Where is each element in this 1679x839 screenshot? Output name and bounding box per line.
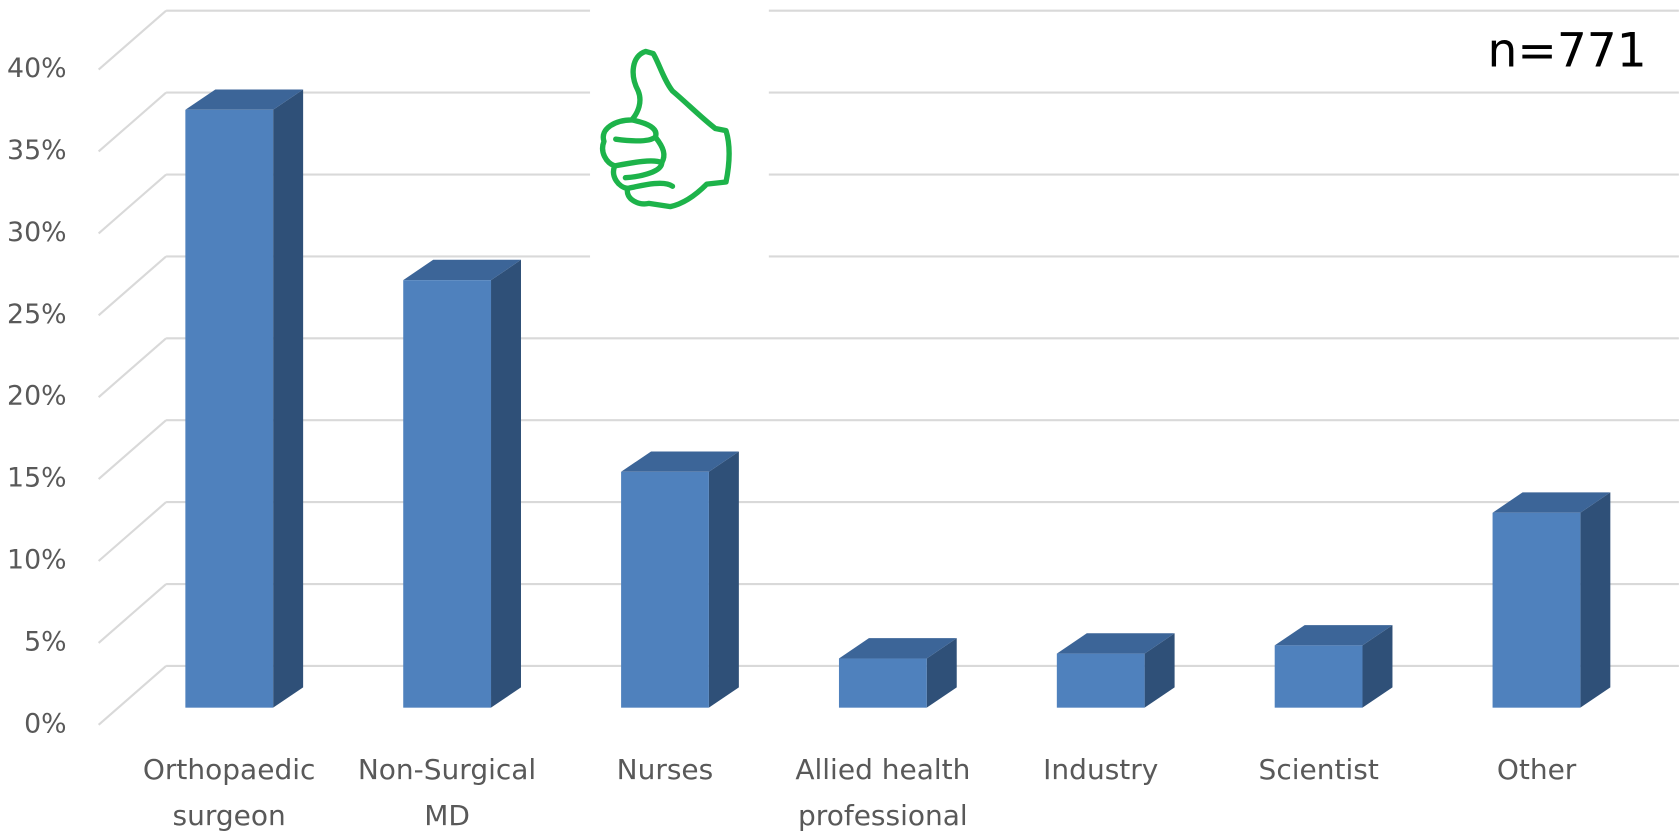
x-tick-label: Industry [1043, 753, 1159, 787]
grid-line-side [97, 419, 167, 480]
bar-top [1274, 625, 1393, 646]
bar [621, 471, 709, 708]
y-tick-label: 15% [7, 463, 66, 494]
bar-side [1580, 492, 1611, 708]
x-tick-label: Other [1496, 753, 1577, 787]
bar-side [1144, 633, 1175, 708]
grid-line-side [97, 9, 167, 71]
bar [1492, 512, 1581, 708]
bar [403, 280, 492, 708]
bar [1274, 645, 1363, 708]
x-tick-label: Scientist [1258, 753, 1379, 787]
grid-line-side [97, 337, 167, 399]
grid-line-side [97, 173, 167, 235]
bar-side [1362, 625, 1393, 708]
y-tick-label: 30% [7, 217, 66, 248]
bar [838, 658, 927, 708]
y-tick-label: 5% [24, 626, 66, 657]
icon-backdrop [590, 0, 769, 260]
annotation: n=771 [1488, 24, 1647, 79]
bar [185, 109, 274, 708]
bar-side [273, 89, 304, 708]
grid-line-side [97, 501, 167, 562]
y-tick-label: 35% [7, 135, 66, 166]
x-tick-label: Nurses [616, 753, 714, 787]
grid-line-side [97, 255, 167, 317]
y-tick-label: 0% [24, 708, 66, 739]
bar-side [491, 259, 521, 708]
y-tick-label: 40% [7, 53, 66, 84]
y-tick-label: 10% [7, 544, 66, 575]
bar-side [708, 451, 739, 708]
y-tick-label: 20% [7, 381, 66, 412]
bar [1056, 653, 1145, 708]
bar-top [838, 638, 957, 659]
bar-top [1056, 633, 1175, 654]
y-tick-label: 25% [7, 299, 66, 330]
bar-top [185, 89, 304, 110]
x-tick-label: Allied health professional [795, 753, 971, 833]
bar-top [621, 451, 739, 472]
x-tick-label: Orthopaedic surgeon [142, 753, 316, 833]
bars [185, 89, 1611, 708]
grid [97, 9, 1679, 726]
grid-line-side [97, 583, 167, 644]
x-tick-label: Non-Surgical MD [357, 753, 537, 833]
grid-line-side [97, 91, 167, 153]
bar-side [926, 638, 957, 708]
bar-top [403, 259, 521, 281]
bar-top [1492, 492, 1611, 513]
thumbs-up-icon [599, 48, 732, 210]
grid-line-side [97, 665, 167, 726]
